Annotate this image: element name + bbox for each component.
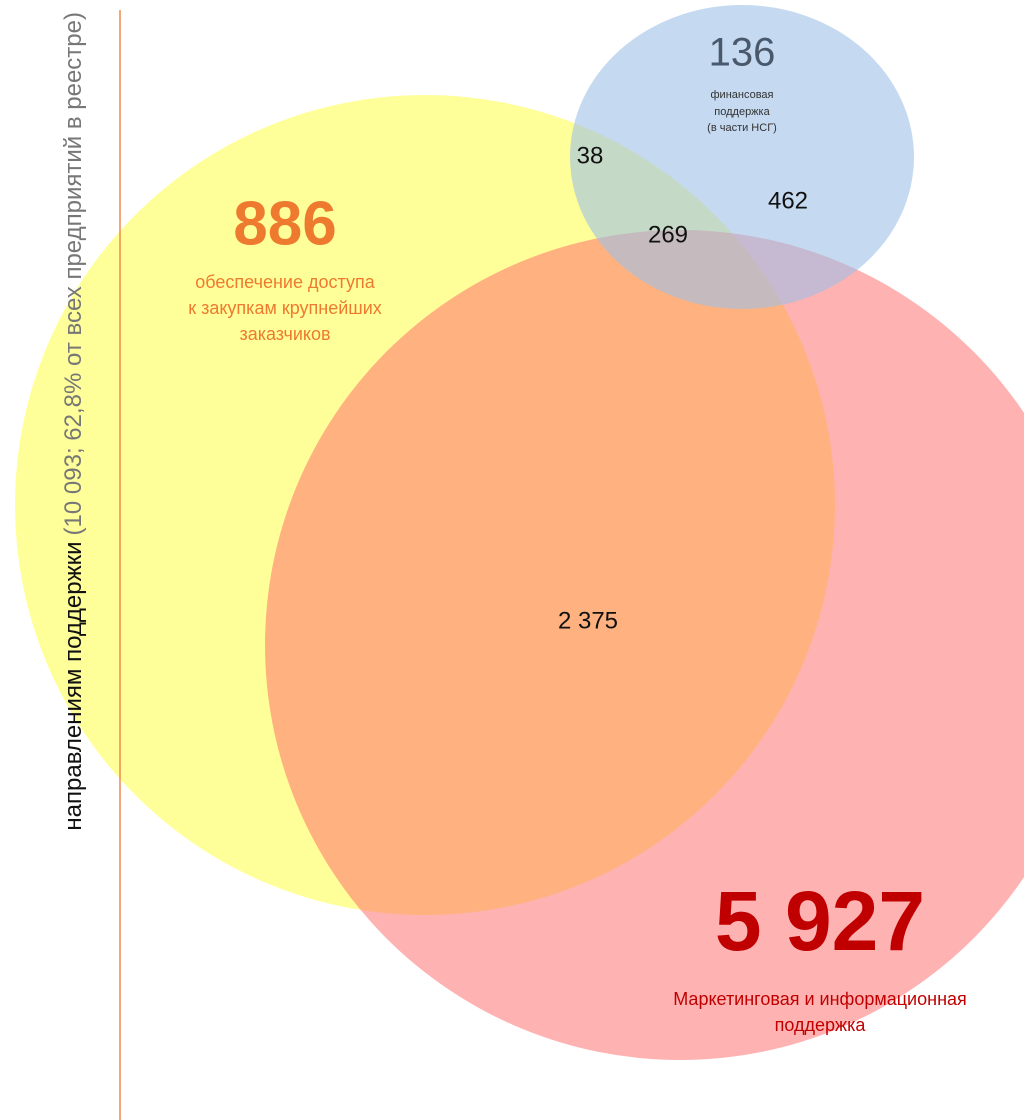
axis-title-bold: направлениям поддержки (60, 541, 87, 830)
set-label: заказчиков (239, 324, 330, 344)
intersection-value: 38 (577, 142, 604, 169)
set-label: поддержка (775, 1015, 867, 1035)
intersection-value: 269 (648, 221, 688, 248)
set-label: к закупкам крупнейших (188, 298, 382, 318)
axis-title: направлениям поддержки (10 093; 62,8% от … (60, 12, 87, 831)
intersection-value: 2 375 (558, 607, 618, 634)
set-value: 136 (709, 31, 776, 75)
set-ellipse-blue (570, 5, 914, 309)
set-label: обеспечение доступа (195, 272, 375, 292)
set-value: 5 927 (715, 874, 925, 968)
set-circle-red (265, 230, 1024, 1060)
set-label: (в части НСГ) (707, 122, 777, 134)
set-label: Маркетинговая и информационная (673, 989, 967, 1009)
axis-title-rest: (10 093; 62,8% от всех предприятий в рее… (60, 12, 87, 535)
set-value: 886 (233, 189, 336, 258)
set-label: поддержка (714, 106, 770, 118)
set-label: финансовая (711, 89, 774, 101)
intersection-value: 462 (768, 187, 808, 214)
